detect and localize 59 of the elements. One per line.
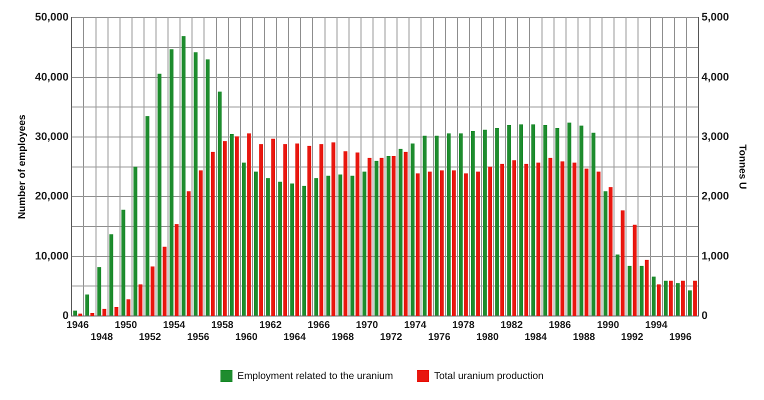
bar xyxy=(138,284,142,316)
x-tick-label: 1974 xyxy=(404,320,427,331)
y-tick-label: 40,000 xyxy=(34,71,69,84)
bar xyxy=(150,266,154,316)
x-tick-label: 1956 xyxy=(187,332,210,343)
bar xyxy=(182,36,186,316)
bar xyxy=(114,307,118,316)
bar xyxy=(73,310,78,316)
bar xyxy=(162,246,167,316)
bar xyxy=(121,210,126,316)
x-tick-label: 1996 xyxy=(669,332,692,343)
y2-tick-label: 1,000 xyxy=(701,250,730,262)
bar xyxy=(109,234,114,316)
y-tick-label: 50,000 xyxy=(34,12,69,24)
legend-label: Employment related to the uranium xyxy=(237,370,394,382)
bar xyxy=(146,116,150,316)
x-tick-label: 1948 xyxy=(90,332,114,343)
y2-tick-label: 4,000 xyxy=(701,71,730,84)
y-tick-label: 0 xyxy=(62,310,69,322)
bar xyxy=(170,49,174,316)
x-tick-label: 1988 xyxy=(572,332,596,343)
x-tick-label: 1964 xyxy=(284,332,306,343)
legend-label: Total uranium production xyxy=(434,370,544,382)
y2-axis-title: Tonnes U xyxy=(736,144,748,190)
y2-tick-label: 3,000 xyxy=(701,130,730,143)
y-tick-label: 30,000 xyxy=(34,130,69,143)
x-tick-label: 1994 xyxy=(645,320,668,331)
x-tick-label: 1982 xyxy=(500,320,524,331)
y-tick-label: 20,000 xyxy=(34,190,69,203)
y-tick-label: 10,000 xyxy=(34,250,69,262)
bar xyxy=(85,294,90,316)
x-tick-label: 1960 xyxy=(235,332,258,343)
bar xyxy=(90,313,94,316)
y-axis-title: Number of employees xyxy=(16,114,28,220)
bar xyxy=(102,308,106,316)
x-tick-label: 1978 xyxy=(452,320,475,331)
y2-tick-label: 5,000 xyxy=(701,12,730,24)
x-tick-label: 1966 xyxy=(308,320,330,331)
x-tick-label: 1972 xyxy=(380,332,403,343)
x-tick-label: 1950 xyxy=(114,320,138,331)
x-tick-label: 1946 xyxy=(66,320,90,331)
bar xyxy=(133,166,138,316)
x-tick-label: 1992 xyxy=(621,332,644,343)
x-tick-label: 1954 xyxy=(162,320,186,331)
x-tick-label: 1990 xyxy=(596,320,620,331)
bar xyxy=(97,267,102,316)
y2-tick-label: 0 xyxy=(701,310,708,322)
x-tick-label: 1980 xyxy=(476,332,500,343)
x-tick-label: 1976 xyxy=(428,332,451,343)
bar xyxy=(158,74,162,316)
bar xyxy=(126,299,130,316)
x-tick-label: 1968 xyxy=(332,332,354,343)
x-tick-label: 1952 xyxy=(138,332,162,343)
x-tick-label: 1958 xyxy=(211,320,234,331)
x-tick-label: 1984 xyxy=(524,332,548,343)
x-tick-label: 1970 xyxy=(356,320,379,331)
x-tick-label: 1986 xyxy=(548,320,572,331)
x-tick-label: 1962 xyxy=(259,320,282,331)
y2-tick-label: 2,000 xyxy=(701,190,730,203)
